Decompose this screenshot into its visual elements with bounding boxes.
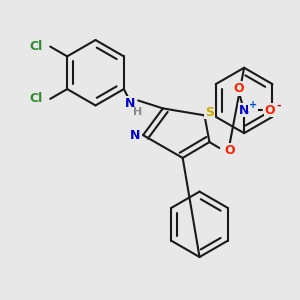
Text: Cl: Cl xyxy=(29,92,42,105)
Text: S: S xyxy=(205,106,214,119)
Text: O: O xyxy=(265,104,275,117)
Text: H: H xyxy=(134,107,143,117)
Text: N: N xyxy=(130,129,140,142)
Text: -: - xyxy=(277,100,281,110)
Text: Cl: Cl xyxy=(29,40,42,53)
Text: +: + xyxy=(249,100,257,110)
Text: O: O xyxy=(224,143,235,157)
Text: O: O xyxy=(234,82,244,95)
Text: N: N xyxy=(239,104,249,117)
Text: N: N xyxy=(125,97,135,110)
